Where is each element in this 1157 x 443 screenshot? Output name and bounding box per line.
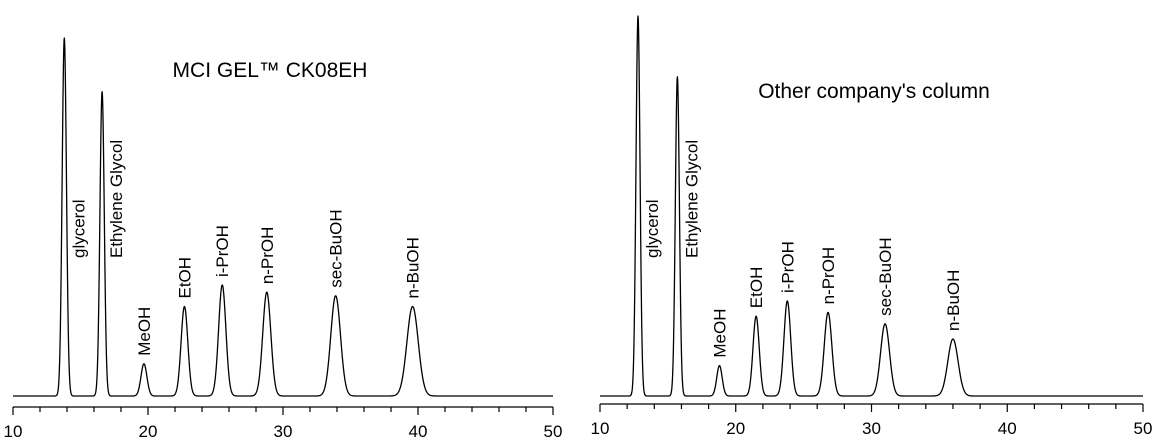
panel-title: Other company's column [758, 80, 990, 103]
peak-label: EtOH [747, 267, 766, 309]
chromatogram-trace [599, 15, 1144, 397]
peak-label: glycerol [643, 199, 662, 258]
chromatogram-panel-left: MCI GEL™ CK08EH 10 20 30 40 50 glycerol Ethyle… [4, 37, 563, 441]
x-tick-label: 50 [544, 422, 563, 441]
chromatogram-panel-right: Other company's column 10 20 30 40 50 glycero… [591, 15, 1153, 438]
x-tick-label: 10 [4, 422, 23, 441]
panel-title: MCI GEL™ CK08EH [173, 59, 368, 82]
peak-label: i-PrOH [213, 225, 232, 277]
peak-label: Ethylene Glycol [107, 140, 126, 258]
peak-label: Ethylene Glycol [682, 140, 701, 258]
x-tick-label: 10 [591, 419, 610, 438]
peak-label: MeOH [135, 307, 154, 356]
peak-label: glycerol [69, 199, 88, 258]
peak-label: MeOH [710, 308, 729, 357]
x-tick-label: 30 [274, 422, 293, 441]
peak-label: i-PrOH [778, 241, 797, 293]
peak-label: n-PrOH [819, 247, 838, 305]
x-tick-label: 20 [726, 419, 745, 438]
peak-label: n-PrOH [258, 227, 277, 285]
x-tick-label: 30 [862, 419, 881, 438]
x-tick-label: 40 [998, 419, 1017, 438]
peak-label: n-BuOH [944, 270, 963, 331]
peak-label: sec-BuOH [327, 209, 346, 287]
x-tick-label: 20 [139, 422, 158, 441]
x-tick-label: 50 [1134, 419, 1153, 438]
x-tick-label: 40 [409, 422, 428, 441]
peak-label: n-BuOH [404, 237, 423, 298]
chromatogram-trace [12, 37, 554, 397]
peak-label: EtOH [175, 257, 194, 299]
peak-label: sec-BuOH [876, 237, 895, 315]
